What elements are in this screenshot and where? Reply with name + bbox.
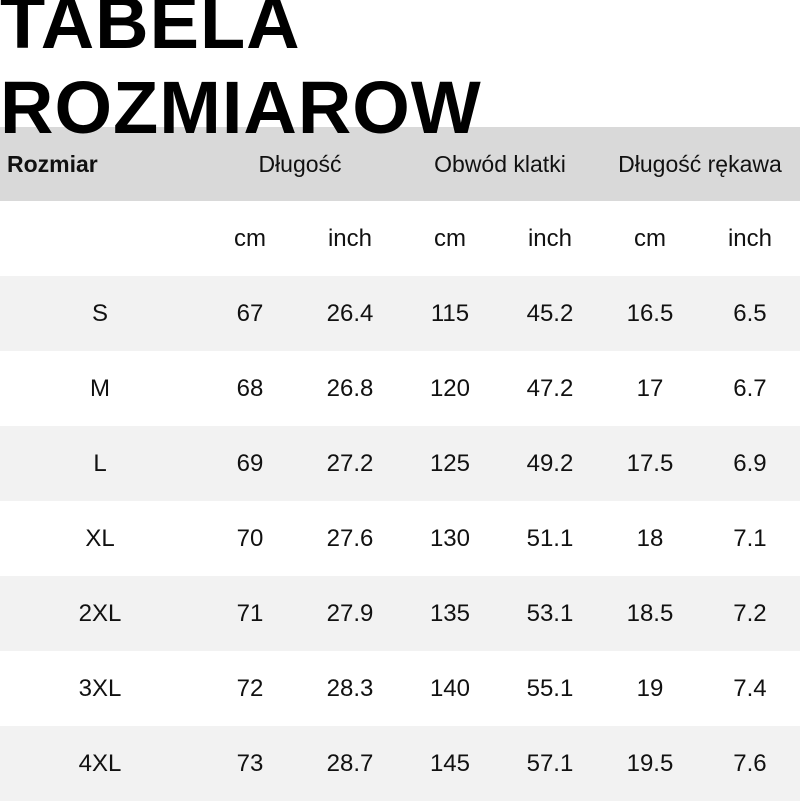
value-cell: 6.9 (699, 426, 800, 501)
header-row: Rozmiar Długość Obwód klatki Długość ręk… (0, 127, 800, 201)
size-cell: S (0, 276, 200, 351)
table-row: L 69 27.2 125 49.2 17.5 6.9 (0, 426, 800, 501)
unit-cell: cm (433, 224, 466, 252)
value-cell: 69 (200, 426, 300, 501)
size-cell: XL (85, 524, 115, 552)
value-cell: 72 (236, 674, 264, 702)
value-cell: 26.8 (326, 374, 374, 402)
value-cell: 45.2 (499, 276, 600, 351)
table-row: XL 70 27.6 130 51.1 18 7.1 (0, 501, 800, 576)
value-cell: 28.7 (299, 726, 400, 801)
units-row: cm inch cm inch cm inch (0, 201, 800, 276)
value-cell: 49.2 (499, 426, 600, 501)
value-cell: 57.1 (499, 726, 600, 801)
unit-cell: cm (633, 224, 666, 252)
value-cell: 125 (399, 426, 500, 501)
value-cell: 115 (399, 276, 500, 351)
table-row: M 68 26.8 120 47.2 17 6.7 (0, 351, 800, 426)
size-cell: L (0, 426, 200, 501)
value-cell: 68 (236, 374, 264, 402)
unit-cell: cm (233, 224, 266, 252)
chest-header: Obwód klatki (399, 127, 600, 201)
value-cell: 28.3 (326, 674, 374, 702)
value-cell: 7.1 (733, 524, 767, 552)
table-row: 4XL 73 28.7 145 57.1 19.5 7.6 (0, 726, 800, 801)
value-cell: 51.1 (526, 524, 574, 552)
value-cell: 18 (636, 524, 664, 552)
value-cell: 6.5 (699, 276, 800, 351)
empty-cell (0, 201, 200, 276)
size-cell: 3XL (78, 674, 122, 702)
value-cell: 120 (429, 374, 470, 402)
value-cell: 135 (399, 576, 500, 651)
size-header: Rozmiar (0, 127, 200, 201)
value-cell: 71 (200, 576, 300, 651)
value-cell: 140 (429, 674, 470, 702)
value-cell: 53.1 (499, 576, 600, 651)
size-cell: M (90, 374, 110, 402)
value-cell: 67 (200, 276, 300, 351)
length-header: Długość (200, 127, 400, 201)
unit-cell: inch (527, 224, 572, 252)
size-cell: 4XL (0, 726, 200, 801)
value-cell: 55.1 (526, 674, 574, 702)
value-cell: 7.4 (733, 674, 767, 702)
unit-cell: inch (727, 224, 772, 252)
unit-cell: inch (327, 224, 372, 252)
size-cell: 2XL (0, 576, 200, 651)
value-cell: 130 (429, 524, 470, 552)
value-cell: 27.9 (299, 576, 400, 651)
value-cell: 17.5 (599, 426, 700, 501)
value-cell: 145 (399, 726, 500, 801)
value-cell: 19 (636, 674, 664, 702)
table-row: 3XL 72 28.3 140 55.1 19 7.4 (0, 651, 800, 726)
value-cell: 6.7 (733, 374, 767, 402)
value-cell: 7.6 (699, 726, 800, 801)
sleeve-header: Długość rękawa (599, 127, 800, 201)
size-table: Rozmiar Długość Obwód klatki Długość ręk… (0, 127, 800, 801)
value-cell: 19.5 (599, 726, 700, 801)
value-cell: 18.5 (599, 576, 700, 651)
value-cell: 70 (236, 524, 264, 552)
value-cell: 73 (200, 726, 300, 801)
value-cell: 7.2 (699, 576, 800, 651)
value-cell: 27.6 (326, 524, 374, 552)
value-cell: 26.4 (299, 276, 400, 351)
value-cell: 47.2 (526, 374, 574, 402)
table-row: 2XL 71 27.9 135 53.1 18.5 7.2 (0, 576, 800, 651)
page-title: TABELA ROZMIAROW (0, 0, 482, 149)
table-row: S 67 26.4 115 45.2 16.5 6.5 (0, 276, 800, 351)
value-cell: 16.5 (599, 276, 700, 351)
value-cell: 27.2 (299, 426, 400, 501)
value-cell: 17 (636, 374, 664, 402)
